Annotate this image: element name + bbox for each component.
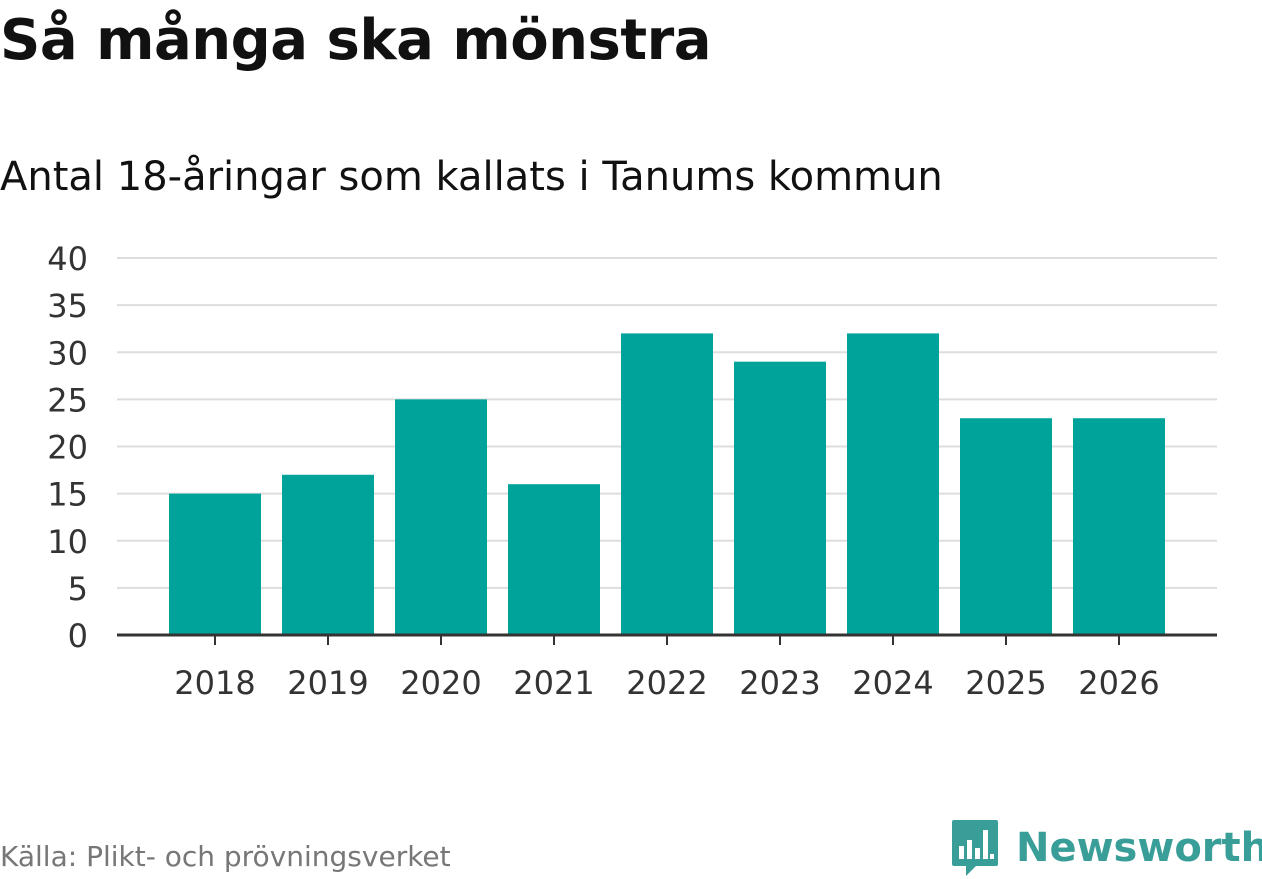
bars <box>169 333 1165 635</box>
y-tick-label: 35 <box>47 287 88 325</box>
y-tick-label: 5 <box>68 570 88 608</box>
bar-2021 <box>508 484 600 635</box>
bar-2023 <box>734 361 826 635</box>
x-tick-label: 2024 <box>852 664 933 702</box>
x-tick-label: 2023 <box>739 664 820 702</box>
x-tick-label: 2025 <box>965 664 1046 702</box>
y-tick-label: 0 <box>68 617 88 655</box>
bar-2018 <box>169 493 261 635</box>
bar-2024 <box>847 333 939 635</box>
brand-name: Newsworthy <box>1016 825 1262 871</box>
bar-2022 <box>621 333 713 635</box>
y-tick-label: 20 <box>47 429 88 467</box>
bar-2026 <box>1073 418 1165 635</box>
brand-logo: Newsworthy <box>950 818 1262 878</box>
y-tick-label: 30 <box>47 334 88 372</box>
x-tick-label: 2020 <box>400 664 481 702</box>
y-axis-ticks: 0 5 10 15 20 25 30 35 40 <box>47 240 88 655</box>
y-tick-label: 25 <box>47 381 88 419</box>
source-note: Källa: Plikt- och prövningsverket <box>0 840 451 873</box>
y-tick-label: 15 <box>47 476 88 514</box>
x-tick-label: 2026 <box>1078 664 1159 702</box>
x-axis-ticks: 2018 2019 2020 2021 2022 2023 2024 2025 2026 <box>174 635 1160 702</box>
newsworthy-logo-icon <box>952 820 998 876</box>
y-tick-label: 10 <box>47 523 88 561</box>
x-tick-label: 2019 <box>287 664 368 702</box>
bar-2019 <box>282 474 374 635</box>
y-tick-label: 40 <box>47 240 88 278</box>
x-tick-label: 2022 <box>626 664 707 702</box>
chart-subtitle: Antal 18-åringar som kallats i Tanums ko… <box>0 154 943 200</box>
x-tick-label: 2021 <box>513 664 594 702</box>
bar-2025 <box>960 418 1052 635</box>
chart-title: Så många ska mönstra <box>0 8 712 73</box>
bar-2020 <box>395 399 487 635</box>
x-tick-label: 2018 <box>174 664 255 702</box>
